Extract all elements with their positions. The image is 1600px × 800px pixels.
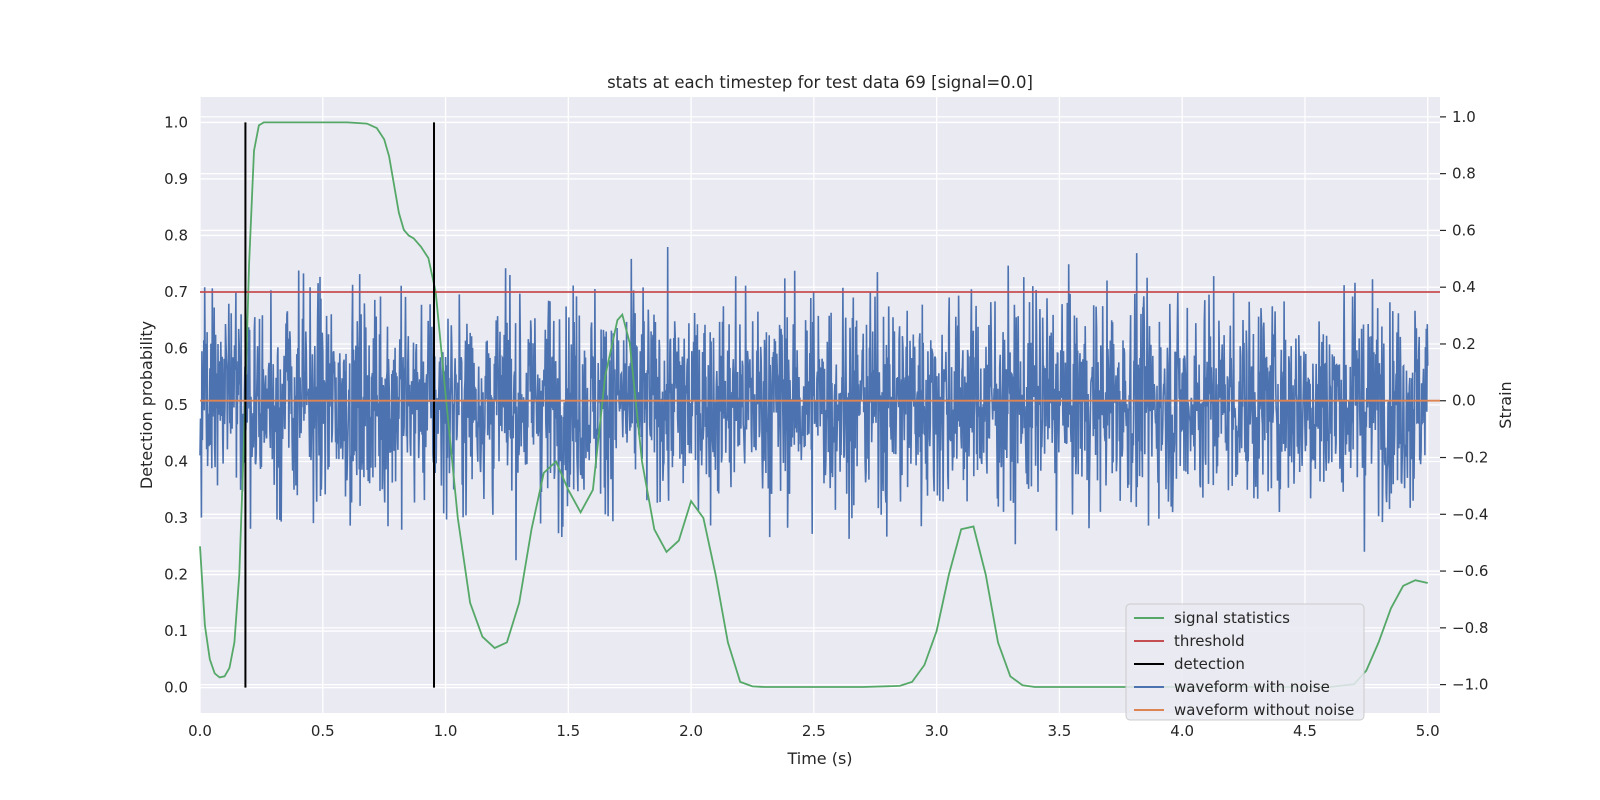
y2-tick-label: −0.2 [1452, 449, 1488, 467]
y2-tick-label: −0.6 [1452, 562, 1488, 580]
y-tick-label: 0.8 [164, 226, 188, 244]
x-tick-label: 0.0 [188, 722, 212, 740]
y-tick-label: 0.5 [164, 396, 188, 414]
y2-tick-label: −0.8 [1452, 619, 1488, 637]
legend-label: detection [1174, 655, 1245, 673]
waveform-with-noise-line [199, 246, 1429, 561]
y2-axis-label: Strain [1496, 381, 1515, 428]
legend-label: waveform without noise [1174, 701, 1354, 719]
legend: signal statistics threshold detection wavef… [1125, 603, 1365, 721]
y2-tick-label: 0.8 [1452, 165, 1476, 183]
legend-box [1125, 603, 1365, 721]
signal-statistics-line [199, 121, 1428, 688]
y2-tick-label: 0.4 [1452, 278, 1476, 296]
x-tick-label: 0.5 [311, 722, 335, 740]
x-tick-label: 4.0 [1170, 722, 1194, 740]
x-tick-label: 3.0 [925, 722, 949, 740]
axis-ticks: 0.0 0.5 1.0 1.5 2.0 2.5 3.0 3.5 4.0 4.5 5.0 0.0 0.1 0… [164, 108, 1488, 740]
x-tick-label: 1.5 [556, 722, 580, 740]
y-tick-label: 0.3 [164, 509, 188, 527]
y-tick-label: 0.7 [164, 283, 188, 301]
y2-tick-label: −0.4 [1452, 505, 1488, 523]
y2-tick-label: −1.0 [1452, 676, 1488, 694]
x-tick-label: 2.5 [802, 722, 826, 740]
y-tick-label: 0.9 [164, 170, 188, 188]
x-tick-label: 1.0 [434, 722, 458, 740]
y2-tick-label: 1.0 [1452, 108, 1476, 126]
series-lines [199, 121, 1440, 688]
y2-tick-label: 0.2 [1452, 335, 1476, 353]
x-tick-label: 2.0 [679, 722, 703, 740]
y-tick-label: 0.2 [164, 566, 188, 584]
series-waveform-with-noise [199, 246, 1429, 561]
y-tick-label: 0.1 [164, 622, 188, 640]
chart-title: stats at each timestep for test data 69 … [607, 73, 1033, 92]
y2-tick-label: 0.0 [1452, 392, 1476, 410]
x-axis-label: Time (s) [786, 749, 852, 768]
y-tick-label: 1.0 [164, 113, 188, 131]
x-tick-label: 5.0 [1416, 722, 1440, 740]
y-tick-label: 0.4 [164, 453, 188, 471]
legend-label: threshold [1174, 632, 1245, 650]
y2-tick-label: 0.6 [1452, 221, 1476, 239]
legend-label: waveform with noise [1174, 678, 1330, 696]
x-tick-label: 3.5 [1047, 722, 1071, 740]
y-tick-label: 0.6 [164, 339, 188, 357]
legend-label: signal statistics [1174, 609, 1290, 627]
x-tick-label: 4.5 [1293, 722, 1317, 740]
y-axis-label: Detection probability [137, 321, 156, 489]
y-tick-label: 0.0 [164, 679, 188, 697]
